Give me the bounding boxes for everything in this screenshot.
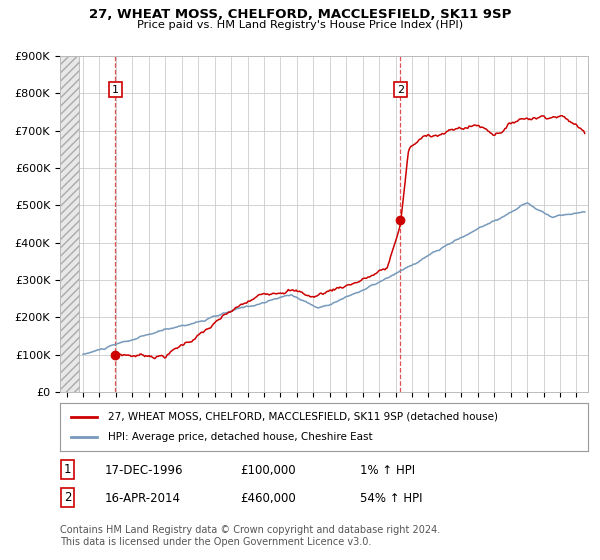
- Text: 1% ↑ HPI: 1% ↑ HPI: [360, 464, 415, 477]
- Text: £100,000: £100,000: [240, 464, 296, 477]
- Text: Contains HM Land Registry data © Crown copyright and database right 2024.
This d: Contains HM Land Registry data © Crown c…: [60, 525, 440, 547]
- Text: 27, WHEAT MOSS, CHELFORD, MACCLESFIELD, SK11 9SP (detached house): 27, WHEAT MOSS, CHELFORD, MACCLESFIELD, …: [107, 412, 497, 422]
- Text: 1: 1: [112, 85, 119, 95]
- Text: £460,000: £460,000: [240, 492, 296, 505]
- Text: 17-DEC-1996: 17-DEC-1996: [105, 464, 184, 477]
- Text: 2: 2: [64, 491, 71, 504]
- Text: Price paid vs. HM Land Registry's House Price Index (HPI): Price paid vs. HM Land Registry's House …: [137, 20, 463, 30]
- Text: 27, WHEAT MOSS, CHELFORD, MACCLESFIELD, SK11 9SP: 27, WHEAT MOSS, CHELFORD, MACCLESFIELD, …: [89, 8, 511, 21]
- Text: 16-APR-2014: 16-APR-2014: [105, 492, 181, 505]
- Text: HPI: Average price, detached house, Cheshire East: HPI: Average price, detached house, Ches…: [107, 432, 372, 442]
- Text: 2: 2: [397, 85, 404, 95]
- Text: 54% ↑ HPI: 54% ↑ HPI: [360, 492, 422, 505]
- Text: 1: 1: [64, 463, 71, 476]
